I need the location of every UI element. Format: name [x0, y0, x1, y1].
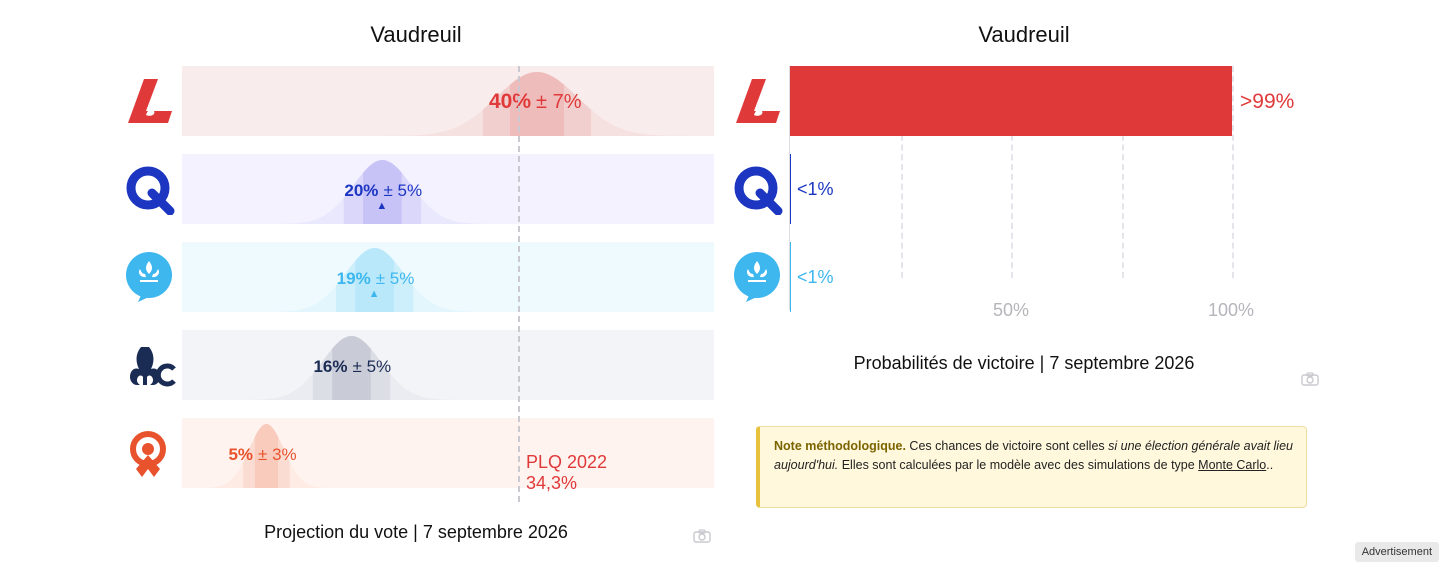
camera-icon[interactable]	[1301, 372, 1319, 386]
probability-chart-caption: Probabilités de victoire | 7 septembre 2…	[853, 353, 1195, 373]
vote-row-pcq	[182, 330, 714, 400]
monte-carlo-link[interactable]: Monte Carlo	[1198, 458, 1267, 472]
distribution-curve	[182, 424, 714, 488]
vote-margin: ± 7%	[536, 91, 582, 113]
caq-logo-icon	[126, 166, 175, 215]
qs-logo-icon	[130, 431, 166, 477]
camera-icon[interactable]	[693, 529, 711, 543]
probability-value-label: >99%	[1240, 90, 1295, 113]
axis-tick-label: 100%	[1208, 300, 1255, 320]
grid-line	[1232, 66, 1234, 278]
pcq-logo-icon	[130, 347, 176, 387]
vote-percent: 16%	[313, 357, 348, 376]
note-text: Elles sont calculées par le modèle avec …	[838, 458, 1199, 472]
trend-up-icon: ▲	[368, 288, 380, 300]
vote-margin: ± 5%	[383, 181, 423, 200]
pq-logo-icon	[126, 252, 172, 302]
vote-value-label: 19% ± 5%	[337, 268, 415, 289]
trend-up-icon: ▲	[376, 200, 388, 212]
vote-value-label: 5% ± 3%	[228, 444, 296, 465]
advertisement-badge[interactable]: Advertisement	[1354, 542, 1439, 562]
probability-bar-pq	[790, 242, 791, 312]
vote-chart-title: Vaudreuil	[370, 22, 462, 47]
vote-row-caq	[182, 154, 714, 224]
plq-logo-icon	[128, 79, 172, 123]
probability-value-label: <1%	[797, 267, 834, 287]
pq-logo-icon	[734, 252, 780, 302]
grid-line	[900, 66, 903, 278]
grid-line	[1011, 66, 1013, 278]
vote-row-pq	[182, 242, 714, 312]
vote-percent: 40%	[489, 90, 532, 113]
distribution-curve	[182, 72, 714, 136]
reference-label: PLQ 2022 34,3%	[526, 452, 607, 494]
caq-logo-icon	[734, 166, 783, 215]
vote-margin: ± 3%	[258, 445, 297, 464]
vote-margin: ± 5%	[375, 269, 415, 288]
vote-value-label: 40% ± 7%	[489, 90, 582, 114]
reference-label-name: PLQ 2022	[526, 452, 608, 472]
vote-value-label: 20% ± 5%	[344, 180, 422, 201]
grid-line	[1121, 66, 1124, 278]
probability-bar-caq	[790, 154, 791, 224]
plq-logo-icon	[736, 79, 780, 123]
vote-chart-caption: Projection du vote | 7 septembre 2026	[264, 522, 568, 542]
note-italic: si une élection générale avait lieu aujo…	[774, 439, 1293, 472]
vote-percent: 5%	[228, 445, 254, 464]
methodology-note: Note méthodologique. Ces chances de vict…	[756, 426, 1307, 508]
vote-value-label: 16% ± 5%	[313, 356, 391, 377]
vote-margin: ± 5%	[352, 357, 392, 376]
probability-bar-plq	[790, 66, 1232, 136]
axis-tick-label: 50%	[993, 300, 1030, 320]
note-text: ..	[1266, 458, 1274, 472]
vote-percent: 20%	[344, 181, 379, 200]
reference-line	[518, 66, 520, 502]
distribution-curve	[182, 336, 714, 400]
note-title: Note méthodologique.	[774, 439, 906, 453]
distribution-curve	[182, 160, 714, 224]
note-text: Ces chances de victoire sont celles	[905, 439, 1109, 453]
probability-chart-title: Vaudreuil	[978, 22, 1070, 47]
distribution-curve	[182, 248, 714, 312]
probability-axis-line	[789, 66, 790, 310]
probability-value-label: <1%	[797, 179, 834, 199]
vote-percent: 19%	[336, 269, 371, 288]
reference-label-value: 34,3%	[526, 473, 578, 493]
vote-row-plq	[182, 66, 714, 136]
